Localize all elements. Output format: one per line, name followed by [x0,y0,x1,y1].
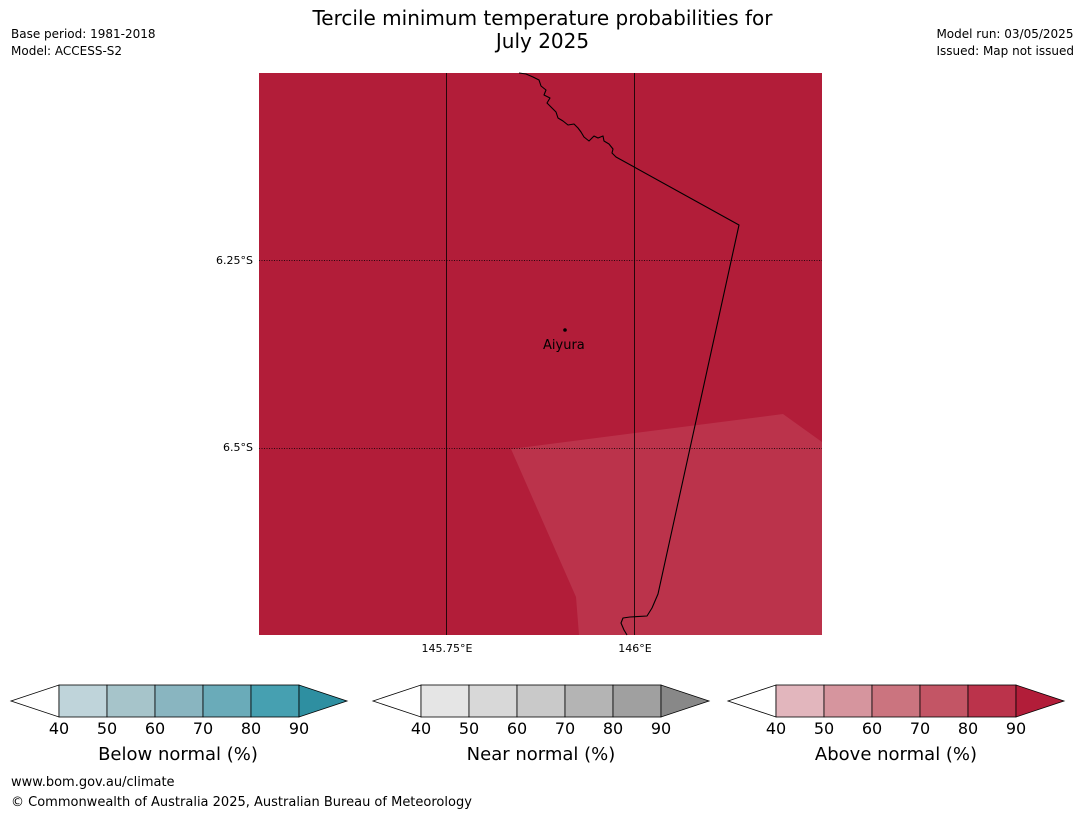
header-meta-right: Model run: 03/05/2025 Issued: Map not is… [936,26,1074,60]
model-text: Model: ACCESS-S2 [11,44,123,58]
colorbar-tick-label: 50 [96,719,118,738]
country-border-line [518,72,740,636]
lon-label-145-75: 145.75°E [421,642,473,655]
colorbar-segment [516,684,566,718]
colorbar-below-normal-title: Below normal (%) [98,744,258,765]
colorbar-tick-label: 60 [861,719,883,738]
lat-label-6-5: 6.5°S [223,441,253,454]
colorbar-below-normal [9,684,349,718]
colorbar-segment [468,684,518,718]
town-label-aiyura: Aiyura [543,338,585,353]
header-meta-left: Base period: 1981-2018 Model: ACCESS-S2 [11,26,156,60]
colorbar-near-normal-title: Near normal (%) [466,744,616,765]
colorbar-tick-label: 70 [554,719,576,738]
colorbar-upper-extension [298,684,349,718]
colorbar-segment [106,684,156,718]
lon-label-146: 146°E [618,642,652,655]
colorbar-above-normal-title: Above normal (%) [814,744,978,765]
colorbar-segment [967,684,1017,718]
footer-copyright: © Commonwealth of Australia 2025, Austra… [11,795,472,810]
colorbar-tick-label: 40 [410,719,432,738]
colorbar-segment [58,684,108,718]
colorbar-segment [202,684,252,718]
colorbar-segment [871,684,921,718]
model-run-text: Model run: 03/05/2025 [936,27,1074,41]
colorbar-lower-extension [726,684,777,718]
colorbar-tick-label: 40 [765,719,787,738]
colorbar-segment [823,684,873,718]
colorbar-tick-label: 40 [48,719,70,738]
colorbar-upper-extension [660,684,711,718]
colorbar-tick-label: 60 [506,719,528,738]
town-marker-aiyura [563,328,567,332]
colorbar-lower-extension [371,684,422,718]
colorbar-tick-label: 90 [650,719,672,738]
colorbar-near-normal [371,684,711,718]
colorbar-segment [775,684,825,718]
colorbar-upper-extension [1015,684,1066,718]
colorbar-tick-label: 80 [602,719,624,738]
colorbar-tick-label: 80 [240,719,262,738]
colorbar-tick-label: 70 [909,719,931,738]
colorbar-tick-label: 60 [144,719,166,738]
colorbar-lower-extension [9,684,60,718]
colorbar-segment [250,684,300,718]
colorbar-segment [420,684,470,718]
map-title-line2: July 2025 [495,29,590,53]
colorbar-tick-label: 90 [288,719,310,738]
lat-label-6-25: 6.25°S [216,254,253,267]
footer-url: www.bom.gov.au/climate [11,775,175,790]
colorbar-tick-label: 80 [957,719,979,738]
colorbar-segment [919,684,969,718]
colorbar-segment [154,684,204,718]
colorbar-above-normal [726,684,1066,718]
issued-text: Issued: Map not issued [936,44,1074,58]
colorbar-segment [612,684,662,718]
colorbar-segment [564,684,614,718]
map-title: Tercile minimum temperature probabilitie… [0,7,1085,53]
colorbar-tick-label: 50 [458,719,480,738]
colorbar-tick-label: 70 [192,719,214,738]
map-title-line1: Tercile minimum temperature probabilitie… [312,6,773,30]
base-period-text: Base period: 1981-2018 [11,27,156,41]
map-fill-region-lighter [511,414,822,635]
colorbar-tick-label: 90 [1005,719,1027,738]
colorbar-tick-label: 50 [813,719,835,738]
